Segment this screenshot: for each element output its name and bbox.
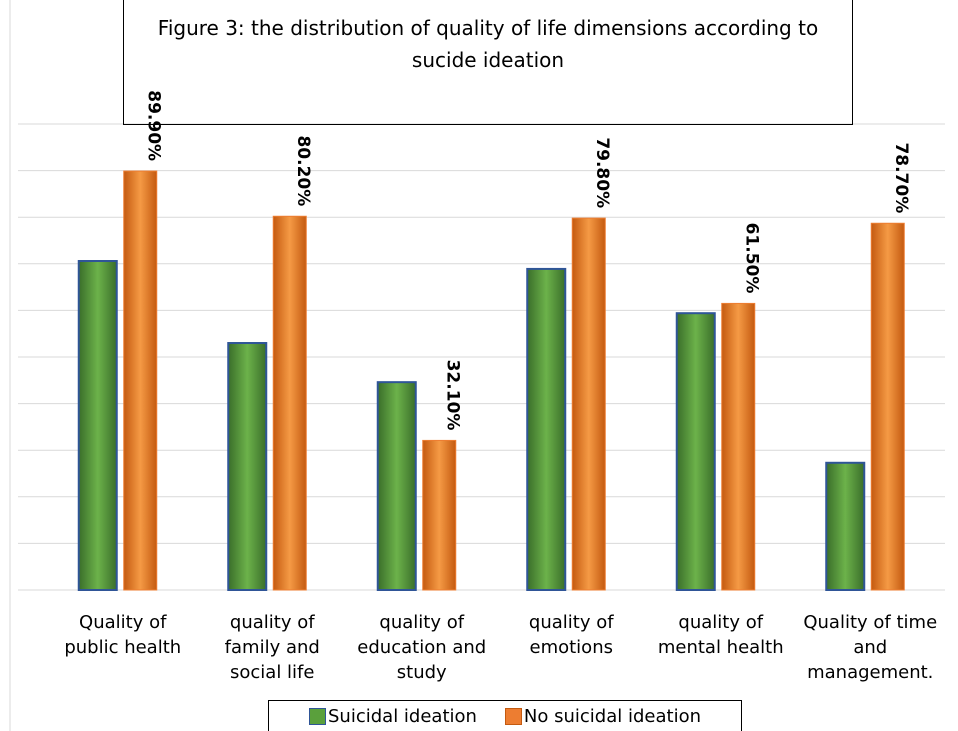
bar xyxy=(825,461,866,592)
value-label: 79.80% xyxy=(592,137,612,208)
x-tick-label: quality of family and social life xyxy=(224,612,320,683)
value-label: 61.50% xyxy=(741,223,761,294)
x-tick-label: quality of emotions xyxy=(528,612,614,658)
x-tick-label: Quality of time and management. xyxy=(803,612,938,683)
legend-label: Suicidal ideation xyxy=(328,705,477,727)
bar xyxy=(675,312,716,591)
x-tick-label: quality of mental health xyxy=(657,612,784,658)
bar xyxy=(272,215,307,591)
bar xyxy=(422,439,457,591)
x-tick-label: Quality of public health xyxy=(64,612,182,658)
bar xyxy=(376,381,417,591)
bar xyxy=(571,217,606,591)
bar xyxy=(870,222,905,591)
legend-swatch xyxy=(504,707,522,725)
bar xyxy=(526,267,567,591)
bar xyxy=(77,260,118,591)
legend-item: No suicidal ideation xyxy=(504,705,701,727)
legend-label: No suicidal ideation xyxy=(523,705,701,727)
legend-swatch xyxy=(309,707,326,725)
chart-title: Figure 3: the distribution of quality of… xyxy=(123,0,853,125)
value-label: 89.90% xyxy=(143,90,163,161)
value-label: 32.10% xyxy=(442,360,462,431)
legend: Suicidal ideation No suicidal ideation xyxy=(268,700,742,731)
bar xyxy=(227,342,268,591)
value-label: 80.20% xyxy=(293,135,313,206)
legend-item: Suicidal ideation xyxy=(309,706,477,727)
bar xyxy=(123,170,158,591)
value-label: 78.70% xyxy=(891,142,911,213)
x-tick-label: quality of education and study xyxy=(357,612,487,683)
bar xyxy=(721,302,756,591)
